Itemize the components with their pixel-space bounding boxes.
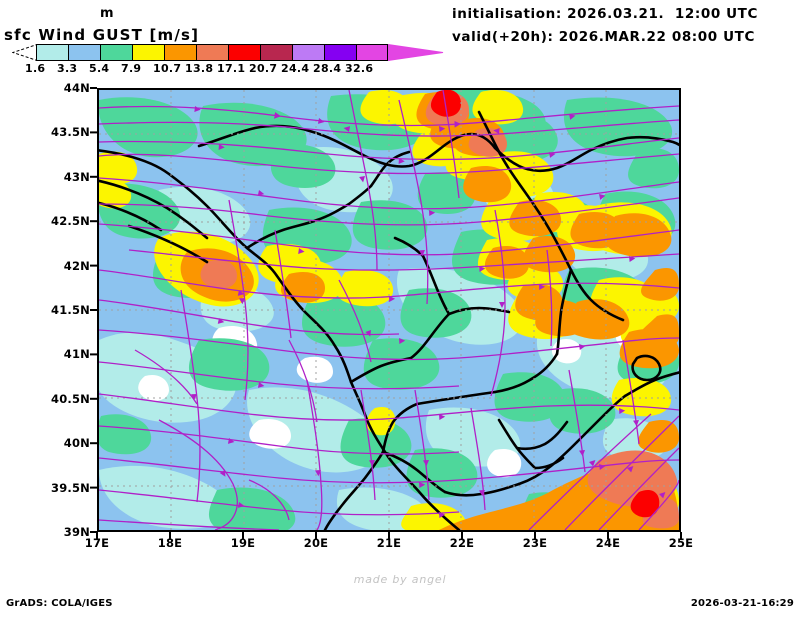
colorbar-tick-32.6: 32.6 bbox=[345, 62, 374, 75]
colorbar-swatch-8 bbox=[292, 44, 324, 61]
y-axis-tick-43N: 43N bbox=[63, 169, 90, 184]
gust-band-1-6 bbox=[99, 146, 668, 530]
y-axis-tick-41.5N: 41.5N bbox=[51, 303, 90, 317]
colorbar-tick-5.4: 5.4 bbox=[89, 62, 110, 75]
gust-band-17-1 bbox=[431, 90, 660, 518]
y-axis-tick-44N: 44N bbox=[63, 81, 90, 95]
colorbar-tick-7.9: 7.9 bbox=[121, 62, 142, 75]
valid-time: valid(+20h): 2026.MAR.22 08:00 UTC bbox=[452, 29, 755, 45]
colorbar-tick-13.8: 13.8 bbox=[185, 62, 214, 75]
y-axis-tick-39N: 39N bbox=[63, 525, 90, 539]
colorbar-swatch-7 bbox=[260, 44, 292, 61]
colorbar-tick-28.4: 28.4 bbox=[313, 62, 342, 75]
wind-streamlines bbox=[99, 90, 679, 530]
colorbar-swatch-3 bbox=[132, 44, 164, 61]
x-axis-tick-23E: 23E bbox=[522, 536, 548, 550]
country-borders bbox=[99, 110, 679, 530]
x-axis-tick-22E: 22E bbox=[449, 536, 475, 550]
colorbar-under-triangle bbox=[12, 44, 38, 61]
colorbar-swatch-1 bbox=[68, 44, 100, 61]
x-axis-tick-20E: 20E bbox=[303, 536, 329, 550]
y-axis-tick-41N: 41N bbox=[63, 347, 90, 362]
streamline-arrows bbox=[191, 106, 666, 518]
colorbar-swatch-5 bbox=[196, 44, 228, 61]
colorbar-tick-1.6: 1.6 bbox=[25, 62, 46, 75]
x-axis-tick-25E: 25E bbox=[668, 536, 694, 550]
colorbar: 1.6 3.3 5.4 7.9 10.7 13.8 17.1 20.7 24.4 28.4 32.6 bbox=[12, 44, 444, 75]
y-axis-tick-42.5N: 42.5N bbox=[51, 214, 90, 229]
y-axis-tick-40.5N: 40.5N bbox=[51, 391, 90, 406]
render-timestamp: 2026-03-21-16:29 bbox=[690, 598, 794, 609]
y-axis-tick-43.5N: 43.5N bbox=[51, 125, 90, 140]
colorbar-over-triangle bbox=[388, 44, 444, 61]
colorbar-tick-labels: 1.6 3.3 5.4 7.9 10.7 13.8 17.1 20.7 24.4 28.4 32.6 bbox=[12, 62, 442, 76]
x-axis-tick-24E: 24E bbox=[595, 536, 621, 550]
y-axis-tick-39.5N: 39.5N bbox=[51, 480, 90, 495]
x-axis-tick-21E: 21E bbox=[376, 536, 402, 550]
x-axis-tick-18E: 18E bbox=[157, 536, 183, 550]
colorbar-swatch-6 bbox=[228, 44, 260, 61]
x-axis-tick-17E: 17E bbox=[84, 536, 110, 550]
colorbar-tick-17.1: 17.1 bbox=[217, 62, 246, 75]
page-title: sfc Wind GUST [m/s] bbox=[4, 26, 200, 44]
map-plot-area[interactable] bbox=[97, 88, 681, 532]
colorbar-swatch-0 bbox=[36, 44, 68, 61]
colorbar-swatch-9 bbox=[324, 44, 356, 61]
x-axis-tick-19E: 19E bbox=[230, 536, 256, 550]
y-axis-tick-40N: 40N bbox=[63, 436, 90, 451]
wind-gust-field bbox=[99, 90, 679, 530]
colorbar-tick-24.4: 24.4 bbox=[281, 62, 310, 75]
y-axis-tick-42N: 42N bbox=[63, 258, 90, 273]
grads-credit: GrADS: COLA/IGES bbox=[6, 598, 113, 609]
colorbar-tick-10.7: 10.7 bbox=[153, 62, 182, 75]
colorbar-tick-3.3: 3.3 bbox=[57, 62, 78, 75]
colorbar-swatch-2 bbox=[100, 44, 132, 61]
colorbar-swatch-10 bbox=[356, 44, 388, 61]
watermark: made by angel bbox=[353, 573, 447, 586]
colorbar-swatches bbox=[36, 44, 388, 61]
grid-lines bbox=[99, 90, 679, 530]
initialisation-time: initialisation: 2026.03.21. 12:00 UTC bbox=[452, 6, 759, 22]
colorbar-swatch-4 bbox=[164, 44, 196, 61]
unit-label: m bbox=[100, 6, 115, 21]
colorbar-tick-20.7: 20.7 bbox=[249, 62, 278, 75]
